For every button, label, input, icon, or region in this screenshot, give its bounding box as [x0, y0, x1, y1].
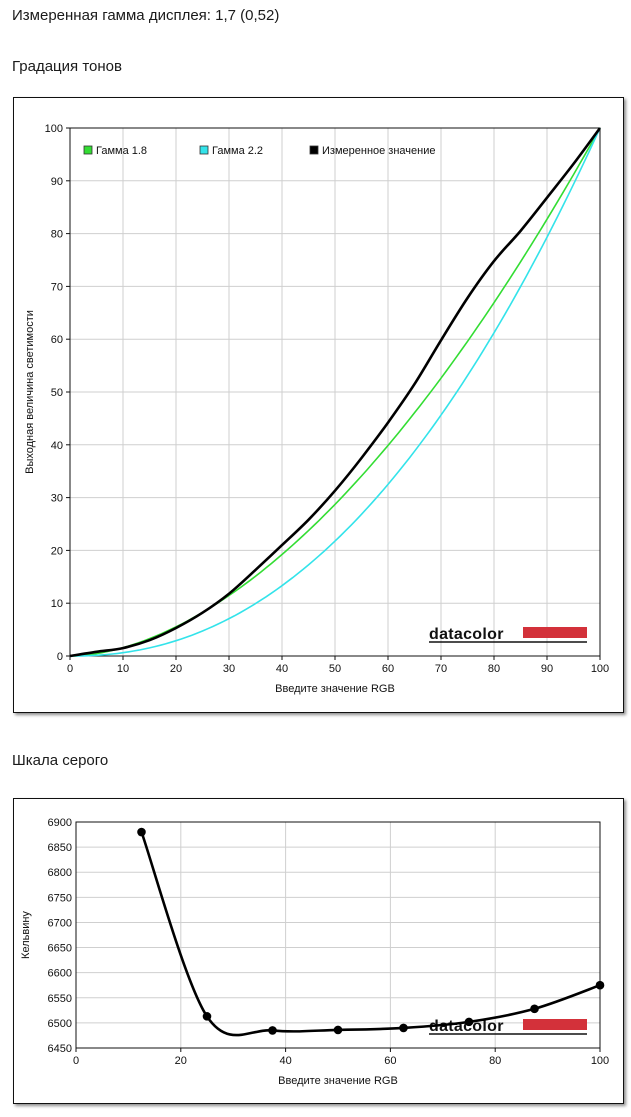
x-axis-label: Введите значение RGB — [278, 1075, 398, 1087]
data-point — [333, 1025, 343, 1035]
x-tick-label: 100 — [591, 1055, 609, 1067]
y-tick-label: 6550 — [48, 993, 72, 1005]
gray-chart-panel: 0 20 40 60 80 100 6450 6500 6550 6600 6650 6700 6750… — [13, 798, 624, 1104]
y-tick-label: 6750 — [48, 892, 72, 904]
data-point — [530, 1004, 539, 1014]
legend-swatch — [309, 145, 319, 155]
y-axis-label: Кельвину — [20, 911, 32, 959]
x-tick-label: 60 — [384, 1055, 396, 1067]
x-tick-label: 20 — [170, 663, 182, 675]
y-tick-label: 70 — [51, 281, 63, 293]
y-tick-label: 10 — [51, 598, 63, 610]
legend-label: Гамма 1.8 — [96, 145, 147, 157]
datacolor-logo-text: datacolor — [429, 626, 504, 643]
data-point — [137, 827, 146, 837]
x-tick-label: 80 — [488, 663, 500, 675]
x-tick-label: 10 — [117, 663, 129, 675]
x-tick-label: 0 — [73, 1055, 79, 1067]
x-tick-label: 40 — [279, 1055, 291, 1067]
tone-gradation-title: Градация тонов — [12, 58, 122, 75]
y-tick-label: 60 — [51, 334, 63, 346]
y-tick-label: 50 — [51, 387, 63, 399]
tone-chart-panel: 0 10 20 30 40 50 60 70 80 90 100 0 10 20 30 40 50 60 70 80 9… — [13, 97, 624, 713]
plot-border — [69, 127, 601, 657]
legend-label: Гамма 2.2 — [212, 145, 263, 157]
x-axis-label: Введите значение RGB — [275, 683, 395, 695]
y-tick-label: 6650 — [48, 943, 72, 955]
x-tick-label: 40 — [276, 663, 288, 675]
y-tick-label: 6700 — [48, 917, 72, 929]
y-tick-label: 90 — [51, 176, 63, 188]
gray-scale-chart: 0 20 40 60 80 100 6450 6500 6550 6600 6650 6700 6750… — [20, 817, 609, 1087]
y-tick-label: 0 — [57, 651, 63, 663]
x-tick-label: 60 — [382, 663, 394, 675]
series-line-measured — [69, 127, 602, 658]
y-tick-label: 6450 — [48, 1043, 72, 1055]
datacolor-logo-bar — [523, 1019, 587, 1030]
y-tick-label: 30 — [51, 493, 63, 505]
data-point — [202, 1012, 212, 1021]
y-tick-label: 80 — [51, 229, 63, 241]
measured-gamma-text: Измеренная гамма дисплея: 1,7 (0,52) — [12, 7, 280, 24]
x-tick-label: 70 — [435, 663, 447, 675]
y-tick-label: 100 — [45, 123, 63, 135]
data-point — [399, 1023, 408, 1033]
y-axis-label: Выходная величина светимости — [24, 310, 36, 474]
y-tick-label: 6500 — [48, 1018, 72, 1030]
datacolor-logo-text: datacolor — [429, 1018, 504, 1035]
legend-swatch — [83, 145, 93, 155]
y-tick-label: 40 — [51, 440, 63, 452]
series-line-gamma-2-2 — [70, 127, 601, 657]
y-tick-label: 20 — [51, 545, 63, 557]
legend-swatch — [199, 145, 209, 155]
series-line-gamma-1-8 — [69, 127, 601, 657]
y-tick-label: 6900 — [48, 817, 72, 829]
x-tick-label: 100 — [591, 663, 609, 675]
y-tick-label: 6800 — [48, 867, 72, 879]
x-tick-label: 90 — [541, 663, 553, 675]
x-tick-label: 80 — [489, 1055, 501, 1067]
x-tick-label: 20 — [175, 1055, 187, 1067]
data-point — [595, 980, 605, 990]
data-point — [464, 1017, 474, 1027]
legend-label: Измеренное значение — [322, 145, 436, 157]
y-tick-label: 6850 — [48, 842, 72, 854]
y-tick-label: 6600 — [48, 968, 72, 980]
x-tick-label: 30 — [223, 663, 235, 675]
datacolor-logo-bar — [523, 627, 587, 638]
x-tick-label: 50 — [329, 663, 341, 675]
x-tick-label: 0 — [67, 663, 73, 675]
series-line-kelvin — [140, 831, 601, 1037]
plot-border — [75, 821, 601, 1049]
data-point — [268, 1026, 277, 1035]
gray-scale-title: Шкала серого — [12, 752, 109, 769]
plot-area — [76, 822, 600, 1048]
tone-gradation-chart: 0 10 20 30 40 50 60 70 80 90 100 0 10 20 30 40 50 60 70 80 9… — [24, 123, 609, 695]
